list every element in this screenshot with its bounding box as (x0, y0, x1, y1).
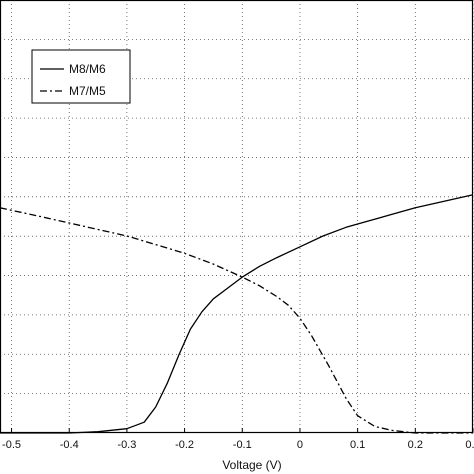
series-line-m8-m6 (0, 194, 474, 434)
legend-box (31, 49, 131, 104)
series-layer (0, 194, 474, 434)
x-axis-title: Voltage (V) (222, 458, 281, 472)
x-tick-label: -0.5 (2, 439, 21, 451)
x-axis-ticks: -0.5 -0.4 -0.3 -0.2 -0.1 0 0.1 0.2 0.3 (2, 428, 474, 451)
legend-label-m8-m6: M8/M6 (69, 62, 106, 76)
x-tick-label: 0.2 (408, 439, 423, 451)
plot-frame (0, 0, 474, 434)
legend-label-m7-m5: M7/M5 (69, 84, 106, 98)
x-tick-label: -0.2 (175, 439, 194, 451)
x-tick-label: 0 (297, 439, 303, 451)
x-tick-label: -0.4 (60, 439, 79, 451)
x-tick-label: -0.3 (117, 439, 136, 451)
legend: M8/M6 M7/M5 (31, 49, 131, 104)
series-line-m7-m5 (0, 207, 473, 434)
x-tick-label: 0.1 (350, 439, 365, 451)
x-tick-label: -0.1 (233, 439, 252, 451)
x-tick-label: 0.3 (465, 439, 474, 451)
